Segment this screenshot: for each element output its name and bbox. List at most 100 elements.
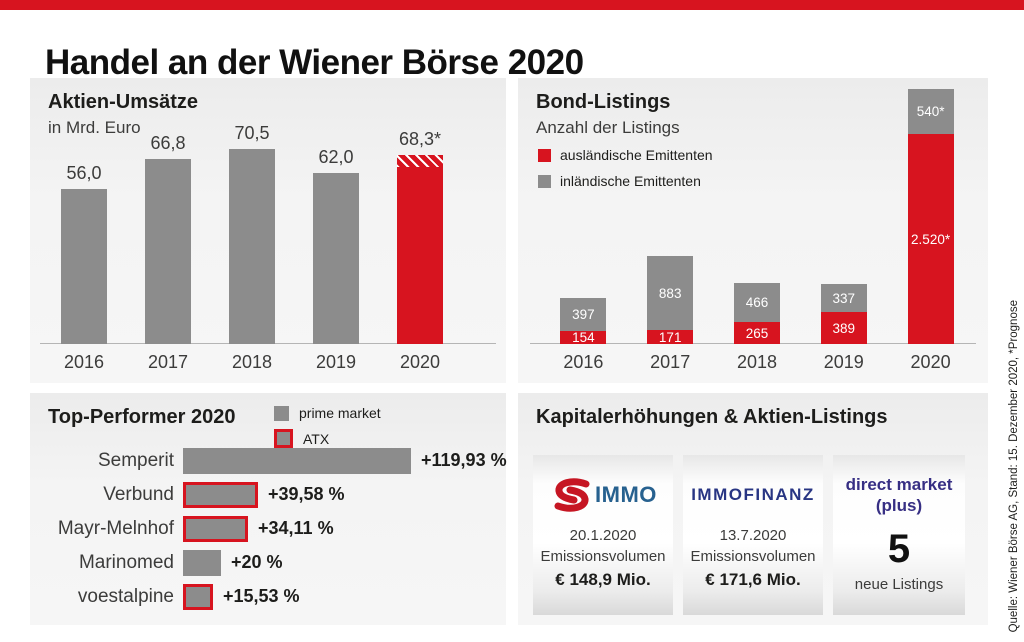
performer-name: Marinomed <box>78 551 174 573</box>
bar-2016 <box>61 189 107 344</box>
prime-market-swatch-icon <box>274 405 289 421</box>
legend-label: ATX <box>303 430 330 447</box>
immofinanz-card: IMMOFINANZ 13.7.2020 Emissionsvolumen € … <box>683 455 823 615</box>
x-tick-label: 2020 <box>910 352 951 372</box>
legend-label: ausländische Emittenten <box>560 147 713 163</box>
legend-label: inländische Emittenten <box>560 173 701 189</box>
performer-name: voestalpine <box>77 585 174 607</box>
red-swatch-icon <box>538 148 551 162</box>
stacked-bar-group-2017: 883 171 2017 <box>647 256 694 373</box>
bar-value-label: 56,0 <box>66 163 102 183</box>
stacked-bar-2018: 466 265 <box>733 283 780 344</box>
source-note: Quelle: Wiener Börse AG, Stand: 15. Deze… <box>1008 299 1020 632</box>
page-title: Handel an der Wiener Börse 2020 <box>45 43 584 83</box>
x-tick-label: 2019 <box>823 352 864 372</box>
stacked-bar-2020: 540* 2.520* <box>907 89 954 344</box>
x-tick-label: 2018 <box>231 352 273 372</box>
immofinanz-wordmark: IMMOFINANZ <box>691 485 815 504</box>
performer-chart-title: Top-Performer 2020 <box>48 406 236 428</box>
simmo-card: IMMO 20.1.2020 Emissionsvolumen € 148,9 … <box>533 455 673 615</box>
immofinanz-logo: IMMOFINANZ <box>683 469 823 521</box>
legend-label: prime market <box>299 405 381 421</box>
simmo-s-icon <box>554 478 590 512</box>
x-tick-label: 2018 <box>736 352 777 372</box>
legend-item-prime-market: prime market <box>274 405 381 421</box>
stacked-bar-group-2019: 337 389 2019 <box>820 284 867 373</box>
legend-item-atx: ATX <box>274 429 381 448</box>
simmo-emissionsvolumen-label: Emissionsvolumen <box>540 548 666 565</box>
bar-value-label: 62,0 <box>318 147 354 167</box>
stacked-bar-2016: 397 154 <box>560 298 607 345</box>
simmo-logo: IMMO <box>533 469 673 521</box>
performer-value: +15,53 % <box>223 586 300 606</box>
bar-2020 <box>397 155 443 344</box>
performer-row-marinomed: Marinomed +20 % <box>36 549 500 576</box>
simmo-amount: € 148,9 Mio. <box>555 570 651 589</box>
simmo-date: 20.1.2020 <box>569 527 637 544</box>
direct-market-card: direct market (plus) 5 neue Listings <box>833 455 965 615</box>
performer-row-voestalpine: voestalpine +15,53 % <box>36 583 500 610</box>
simmo-wordmark: IMMO <box>595 482 657 507</box>
performer-value: +34,11 % <box>258 518 334 538</box>
bond-listings-panel: Bond-Listings Anzahl der Listings auslän… <box>518 78 988 383</box>
bar-value-label: 68,3* <box>398 129 442 149</box>
aktien-umsaetze-panel: Aktien-Umsätze in Mrd. Euro 56,0 2016 66,8… <box>30 78 506 383</box>
new-listings-count: 5 <box>887 527 911 571</box>
direct-market-line1: direct market <box>845 474 953 494</box>
top-performer-panel: Top-Performer 2020 prime market ATX Semp… <box>30 393 507 625</box>
bond-chart-subtitle: Anzahl der Listings <box>536 118 680 137</box>
bar-2018 <box>229 149 275 344</box>
stacked-bar-group-2018: 466 265 2018 <box>733 283 780 373</box>
bar-group-2016: 56,0 2016 <box>61 162 107 373</box>
direct-market-line2: (plus) <box>875 496 923 515</box>
top-accent-bar <box>0 0 1024 10</box>
stacked-bar-2017: 883 171 <box>647 256 694 345</box>
performer-rows: Semperit +119,93 % Verbund +39,58 % Mayr-Mel… <box>36 447 507 617</box>
bar-group-2017: 66,8 2017 <box>145 132 191 373</box>
inlaendische-segment: 337 <box>820 284 867 312</box>
kapitalerhoehungen-panel: Kapitalerhöhungen & Aktien-Listings IMMO… <box>518 393 988 625</box>
forecast-hatch-pattern <box>397 155 443 167</box>
stacked-bar-2019: 337 389 <box>820 284 867 344</box>
performer-bar <box>183 447 411 474</box>
performer-bar <box>183 549 221 576</box>
performer-legend: prime market ATX <box>274 405 381 456</box>
atx-swatch-icon <box>274 429 293 448</box>
x-tick-label: 2017 <box>147 352 189 372</box>
auslaendische-segment: 154 <box>560 330 607 345</box>
performer-bar <box>183 515 248 542</box>
bond-chart-title: Bond-Listings <box>536 91 671 113</box>
inlaendische-segment: 397 <box>560 298 607 331</box>
x-tick-label: 2017 <box>650 352 691 372</box>
performer-row-verbund: Verbund +39,58 % <box>36 481 500 508</box>
bond-legend: ausländische Emittenten inländische Emit… <box>538 147 713 199</box>
inlaendische-segment: 883 <box>647 256 694 330</box>
stacked-bar-group-2020: 540* 2.520* 2020 <box>907 89 954 373</box>
bar-2019 <box>313 173 359 344</box>
auslaendische-segment: 2.520* <box>907 134 954 344</box>
bar-group-2018: 70,5 2018 <box>229 122 275 373</box>
legend-item-auslaendische: ausländische Emittenten <box>538 147 713 163</box>
legend-item-inlaendische: inländische Emittenten <box>538 173 713 189</box>
immofinanz-date: 13.7.2020 <box>719 527 787 544</box>
bar-2017 <box>145 159 191 344</box>
bond-bars: 397 154 2016 883 171 2017 466 265 2018 337 389 2019… <box>540 78 974 373</box>
performer-name: Mayr-Melnhof <box>57 517 174 539</box>
stacked-bar-group-2016: 397 154 2016 <box>560 298 607 373</box>
aktien-bars: 56,0 2016 66,8 2017 70,5 2018 62,0 2019 68,3* 202… <box>42 78 462 373</box>
bar-group-2019: 62,0 2019 <box>313 146 359 373</box>
x-tick-label: 2016 <box>63 352 105 372</box>
capital-cards: IMMO 20.1.2020 Emissionsvolumen € 148,9 … <box>533 455 965 615</box>
aktien-chart-title: Aktien-Umsätze <box>48 91 199 113</box>
immofinanz-emissionsvolumen-label: Emissionsvolumen <box>690 548 816 565</box>
direct-market-logo: direct market (plus) <box>833 469 965 521</box>
x-tick-label: 2020 <box>399 352 441 372</box>
performer-value: +119,93 % <box>421 450 507 470</box>
bar-value-label: 66,8 <box>150 133 186 153</box>
auslaendische-segment: 265 <box>733 322 780 344</box>
new-listings-label: neue Listings <box>854 576 944 593</box>
gray-swatch-icon <box>538 174 551 188</box>
capital-section-title: Kapitalerhöhungen & Aktien-Listings <box>536 406 888 428</box>
inlaendische-segment: 540* <box>907 89 954 134</box>
auslaendische-segment: 171 <box>647 330 694 345</box>
